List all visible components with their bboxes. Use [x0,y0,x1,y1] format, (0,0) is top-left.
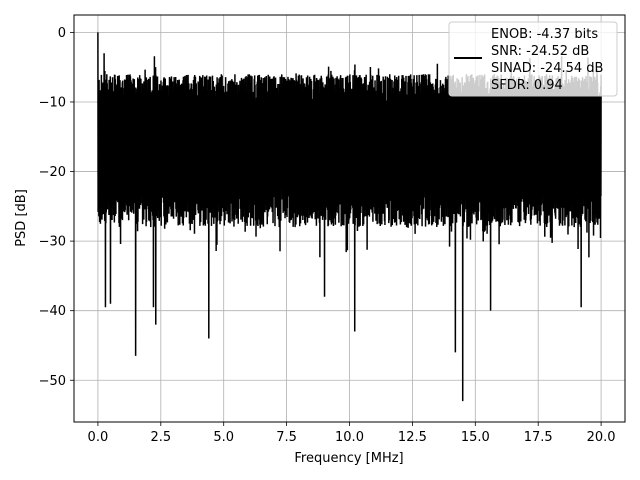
x-tick-label: 20.0 [587,430,616,445]
x-axis-label: Frequency [MHz] [294,451,403,466]
x-tick-label: 2.5 [150,430,171,445]
x-tick-label: 7.5 [276,430,297,445]
x-tick-label: 5.0 [213,430,234,445]
legend-sinad: SINAD: -24.54 dB [491,61,603,76]
psd-line [97,32,602,402]
x-tick-label: 17.5 [524,430,553,445]
y-axis-label: PSD [dB] [14,189,29,247]
psd-series [97,32,602,402]
legend-enob: ENOB: -4.37 bits [491,27,598,42]
legend: ENOB: -4.37 bits SNR: -24.52 dB SINAD: -… [448,21,618,97]
y-tick-label: −10 [39,95,66,110]
legend-snr: SNR: -24.52 dB [491,44,589,59]
y-tick-label: −40 [39,304,66,319]
legend-box [448,21,618,97]
x-axis-ticks: 0.0 2.5 5.0 7.5 10.0 12.5 15.0 17.5 20.0 [88,422,616,445]
y-axis-ticks: 0 −10 −20 −30 −40 −50 [39,26,74,389]
x-tick-label: 15.0 [461,430,490,445]
y-tick-label: −20 [39,165,66,180]
x-tick-label: 0.0 [88,430,109,445]
y-tick-label: −30 [39,235,66,250]
x-tick-label: 10.0 [335,430,364,445]
legend-sfdr: SFDR: 0.94 [491,78,563,93]
y-tick-label: 0 [58,26,66,41]
y-tick-label: −50 [39,374,66,389]
x-tick-label: 12.5 [398,430,427,445]
